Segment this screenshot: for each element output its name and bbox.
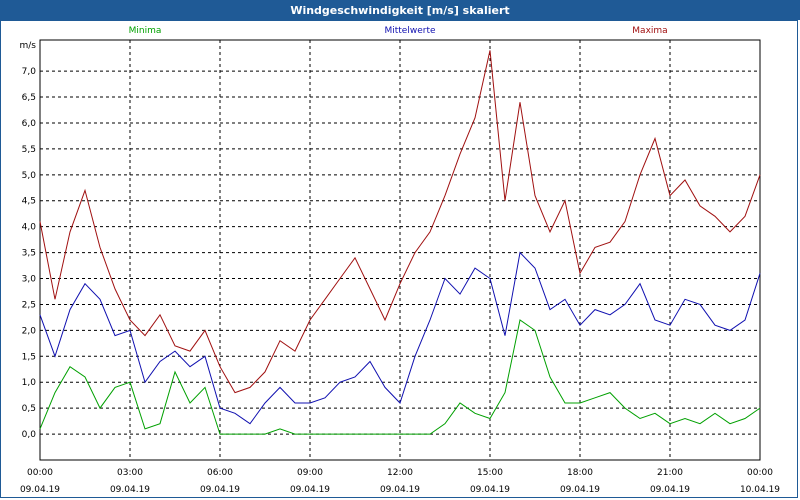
x-tick-time: 18:00 [567, 468, 593, 478]
y-tick-label: 0,0 [22, 430, 37, 440]
chart-title: Windgeschwindigkeit [m/s] skaliert [0, 0, 800, 20]
series-line-minima [39, 319, 761, 435]
x-tick-time: 06:00 [207, 468, 233, 478]
y-tick-label: 5,0 [22, 171, 37, 181]
x-tick-date: 09.04.19 [200, 485, 240, 495]
y-tick-label: 3,0 [22, 275, 37, 285]
chart-frame [0, 20, 798, 498]
x-tick-date: 09.04.19 [560, 485, 600, 495]
y-tick-label: 6,0 [22, 119, 37, 129]
y-tick-label: 3,5 [22, 249, 36, 259]
x-tick-time: 12:00 [387, 468, 413, 478]
y-tick-label: 4,5 [22, 197, 36, 207]
y-tick-label: 1,0 [22, 378, 37, 388]
x-tick-time: 00:00 [747, 468, 773, 478]
y-tick-label: 5,5 [22, 145, 36, 155]
y-axis-label: m/s [20, 41, 37, 51]
x-tick-time: 15:00 [477, 468, 503, 478]
x-tick-time: 09:00 [297, 468, 323, 478]
x-tick-time: 03:00 [117, 468, 143, 478]
y-axis: 0,0 0,5 1,0 1,5 2,0 2,5 3,0 3,5 4,0 4,5 5,0 5,5 6,0 6… [22, 67, 37, 440]
y-tick-label: 2,5 [22, 300, 36, 310]
x-tick-date: 09.04.19 [290, 485, 330, 495]
y-tick-label: 4,0 [22, 223, 37, 233]
x-tick-time: 21:00 [657, 468, 683, 478]
x-tick-date: 09.04.19 [110, 485, 150, 495]
y-tick-label: 7,0 [22, 67, 37, 77]
x-tick-date: 09.04.19 [650, 485, 690, 495]
series-group [39, 50, 761, 435]
series-line-maxima [39, 50, 761, 394]
legend-minima: Minima [129, 26, 162, 36]
x-tick-date: 09.04.19 [470, 485, 510, 495]
y-tick-label: 2,0 [22, 326, 37, 336]
y-tick-label: 6,5 [22, 93, 36, 103]
x-tick-date: 10.04.19 [740, 485, 780, 495]
legend-mittelwerte: Mittelwerte [384, 26, 435, 36]
x-axis: 00:00 09.04.19 03:00 09.04.19 06:00 09.04.19 0… [20, 468, 780, 495]
x-tick-date: 09.04.19 [380, 485, 420, 495]
x-tick-date: 09.04.19 [20, 485, 60, 495]
y-tick-label: 0,5 [22, 404, 36, 414]
legend: Minima Mittelwerte Maxima [129, 26, 668, 36]
grid [40, 40, 760, 460]
x-tick-time: 00:00 [27, 468, 53, 478]
series-line-mittelwerte [39, 251, 761, 425]
y-tick-label: 1,5 [22, 352, 36, 362]
legend-maxima: Maxima [632, 26, 667, 36]
